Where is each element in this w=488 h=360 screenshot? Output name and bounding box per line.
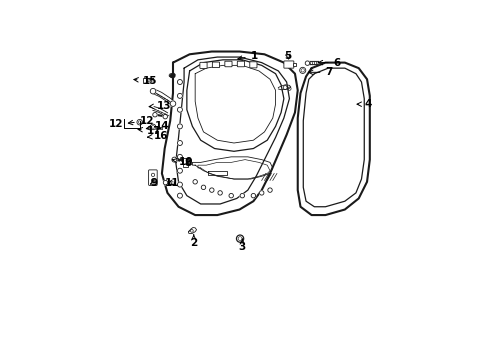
Text: 7: 7	[308, 67, 332, 77]
Text: 3: 3	[238, 239, 245, 252]
Text: 16: 16	[147, 131, 168, 141]
Circle shape	[177, 193, 182, 198]
FancyBboxPatch shape	[224, 61, 232, 67]
Circle shape	[163, 114, 167, 119]
Text: 2: 2	[190, 235, 197, 248]
Circle shape	[177, 80, 182, 85]
Circle shape	[177, 140, 182, 145]
Text: 12: 12	[109, 118, 123, 129]
Bar	[183, 158, 188, 167]
Text: 6: 6	[318, 58, 340, 68]
Circle shape	[209, 188, 214, 192]
Text: 15: 15	[134, 76, 157, 86]
Circle shape	[177, 168, 182, 173]
Circle shape	[218, 191, 222, 195]
Circle shape	[150, 124, 156, 130]
Circle shape	[299, 67, 305, 73]
Text: 11: 11	[164, 177, 179, 188]
Bar	[292, 63, 295, 66]
Circle shape	[193, 180, 197, 184]
Circle shape	[150, 89, 156, 94]
Text: 4: 4	[356, 99, 371, 109]
Circle shape	[177, 154, 182, 159]
FancyBboxPatch shape	[284, 61, 293, 68]
Circle shape	[177, 93, 182, 98]
Circle shape	[177, 107, 182, 112]
Circle shape	[240, 193, 244, 198]
Text: 1: 1	[237, 51, 257, 61]
Text: 5: 5	[284, 51, 291, 61]
FancyBboxPatch shape	[200, 62, 207, 68]
Circle shape	[201, 185, 205, 190]
Circle shape	[137, 120, 142, 125]
FancyBboxPatch shape	[249, 62, 257, 68]
Circle shape	[236, 235, 243, 242]
Text: 8: 8	[184, 158, 191, 168]
Circle shape	[228, 193, 233, 198]
Circle shape	[305, 61, 309, 66]
Circle shape	[163, 180, 167, 185]
Circle shape	[172, 157, 177, 162]
Text: 9: 9	[150, 177, 157, 188]
Bar	[142, 78, 146, 82]
Text: 12: 12	[128, 116, 154, 126]
Text: 10: 10	[172, 157, 193, 167]
FancyBboxPatch shape	[237, 61, 244, 67]
Circle shape	[152, 112, 157, 117]
Circle shape	[251, 193, 255, 198]
Text: 14: 14	[146, 121, 169, 131]
FancyBboxPatch shape	[148, 170, 157, 185]
Circle shape	[177, 182, 182, 187]
Circle shape	[177, 124, 182, 129]
Circle shape	[170, 101, 175, 107]
FancyBboxPatch shape	[212, 62, 219, 68]
Circle shape	[259, 191, 264, 195]
Circle shape	[267, 188, 272, 192]
Text: 13: 13	[149, 100, 170, 111]
Text: 17: 17	[138, 126, 161, 135]
